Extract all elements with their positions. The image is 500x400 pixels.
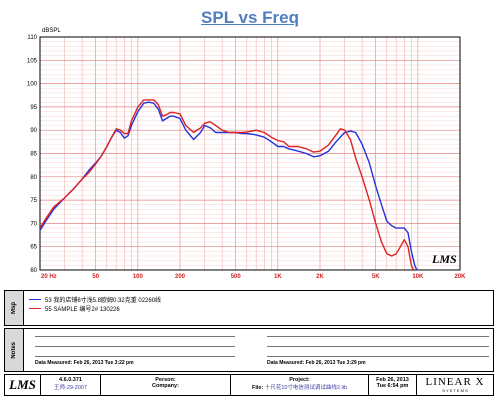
date-code-text: 王师-29-2007 <box>53 385 88 391</box>
x-tick-label: 100 <box>133 274 144 280</box>
footer-person-cell: Person: Company: <box>101 375 231 395</box>
footer-version-cell: 4.6.0.371 王师-29-2007 <box>41 375 101 395</box>
brand-subtitle: S Y S T E M S <box>442 388 468 393</box>
note-line <box>35 346 235 347</box>
y-tick-label: 95 <box>30 105 37 111</box>
series-2-line <box>40 99 415 270</box>
brand-logo: LINEAR X <box>425 376 485 388</box>
chart-area: SPL vs Freq dBSPL 60 65 70 75 80 85 90 95 100 105… <box>27 8 466 280</box>
y-tick-label: 60 <box>30 268 37 274</box>
series-1-swatch <box>29 299 41 300</box>
legend-entry-2[interactable]: 55 SAMPLE 编号2# 130226 <box>29 304 120 313</box>
legend-entry-2-label: 55 SAMPLE 编号2# 130226 <box>45 307 120 313</box>
footer-date: Feb 26, 2013 <box>376 377 409 383</box>
footer-logo-cell: LMS <box>5 375 41 395</box>
watermark-logo: LMS <box>432 252 457 266</box>
x-tick-label: 200 <box>175 274 186 280</box>
series-2-swatch <box>29 308 41 309</box>
footer-bar: LMS 4.6.0.371 王师-29-2007 Person: Company… <box>4 374 494 396</box>
version-text: 4.6.0.371 <box>59 377 82 383</box>
chart-title: SPL vs Freq <box>201 8 299 27</box>
x-tick-label: 2K <box>316 274 324 280</box>
x-tick-label: 1K <box>274 274 282 280</box>
y-axis-label: dBSPL <box>42 28 61 34</box>
footer-project-cell: Project: File: 十尺花10寸电信测试调试曲线2.lib <box>231 375 369 395</box>
x-tick-label: 20 Hz <box>41 274 57 280</box>
legend-entry-1[interactable]: 53 我的店铺6寸浅5.8欧姆0.32克重 02260线 <box>29 295 161 304</box>
x-tick-label: 20K <box>454 274 466 280</box>
note-line <box>267 356 489 357</box>
project-label: Project: <box>289 377 310 383</box>
x-tick-label: 10K <box>412 274 424 280</box>
lms-logo: LMS <box>9 377 36 392</box>
y-tick-label: 65 <box>30 245 37 251</box>
person-label: Person: <box>155 377 176 383</box>
file-name: 十尺花10寸电信测试调试曲线2.lib <box>264 385 348 391</box>
measured-date-left: Data Measured: Feb 26, 2013 Tue 3:22 pm <box>35 360 134 366</box>
y-tick-label: 80 <box>30 175 37 181</box>
note-line <box>267 336 489 337</box>
x-tick-label: 5K <box>372 274 380 280</box>
notes-side-label: Notes <box>5 329 24 371</box>
measured-date-right: Data Measured: Feb 26, 2013 Tue 3:29 pm <box>267 360 366 366</box>
footer-brand-cell: LINEAR X S Y S T E M S <box>417 375 493 395</box>
note-line <box>267 346 489 347</box>
legend-entry-1-label: 53 我的店铺6寸浅5.8欧姆0.32克重 02260线 <box>45 298 162 304</box>
legend-panel: Msp 53 我的店铺6寸浅5.8欧姆0.32克重 02260线 55 SAMP… <box>4 290 494 326</box>
spl-frequency-plot: 60 65 70 75 80 85 90 95 100 105 110 20 Hz 50 100 200 50… <box>27 35 466 280</box>
plot-border <box>39 36 461 271</box>
y-tick-label: 85 <box>30 152 37 158</box>
y-tick-label: 100 <box>27 82 38 88</box>
y-tick-label: 75 <box>30 198 37 204</box>
footer-date-cell: Feb 26, 2013 Tue 6:54 pm <box>369 375 417 395</box>
footer-time: Tue 6:54 pm <box>376 383 409 389</box>
note-line <box>35 336 235 337</box>
y-tick-label: 105 <box>27 58 38 64</box>
company-label: Company: <box>152 383 179 389</box>
notes-panel: Notes Data Measured: Feb 26, 2013 Tue 3:… <box>4 328 494 372</box>
note-line <box>35 356 235 357</box>
x-tick-label: 50 <box>92 274 99 280</box>
legend-side-label: Msp <box>5 291 24 325</box>
y-tick-label: 70 <box>30 221 37 227</box>
y-tick-label: 90 <box>30 128 37 134</box>
file-label: File: <box>251 385 264 391</box>
y-tick-label: 110 <box>27 35 37 41</box>
x-tick-label: 500 <box>231 274 242 280</box>
